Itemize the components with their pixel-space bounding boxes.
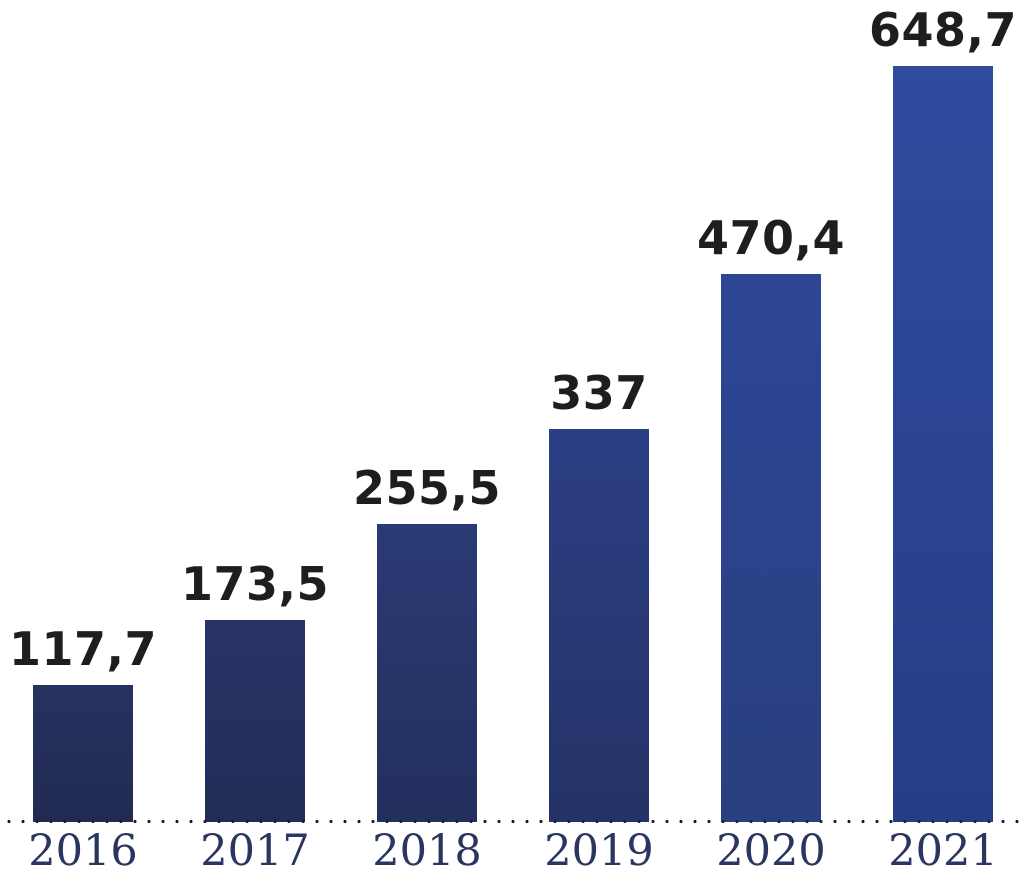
x-axis-label: 2020 (716, 826, 826, 876)
bar-column-2020: 470,4 2020 (685, 0, 857, 883)
bar-value-label: 648,7 (868, 3, 1017, 57)
bar-column-2017: 173,5 2017 (169, 0, 341, 883)
bar-value-label: 117,7 (8, 622, 157, 676)
bar-plot-area: 117,7 (0, 0, 169, 822)
bar-plot-area: 255,5 (341, 0, 513, 822)
bar-plot-area: 470,4 (685, 0, 857, 822)
bar-value-label: 337 (550, 366, 648, 420)
bar-plot-area: 173,5 (169, 0, 341, 822)
bar (721, 274, 821, 822)
bar-plot-area: 648,7 (857, 0, 1024, 822)
bar (33, 685, 133, 822)
x-axis-label: 2018 (372, 826, 482, 876)
x-axis-label: 2016 (28, 826, 138, 876)
bar-column-2021: 648,7 2021 (857, 0, 1024, 883)
bar (205, 620, 305, 822)
x-axis-label: 2021 (888, 826, 998, 876)
x-axis-label: 2019 (544, 826, 654, 876)
bar-column-2018: 255,5 2018 (341, 0, 513, 883)
bar-value-label: 173,5 (180, 557, 329, 611)
x-axis-baseline (0, 819, 1024, 824)
bar-column-2019: 337 2019 (513, 0, 685, 883)
bar (377, 524, 477, 822)
bar-value-label: 470,4 (696, 211, 845, 265)
bar-column-2016: 117,7 2016 (0, 0, 169, 883)
bar (893, 66, 993, 822)
bar (549, 429, 649, 822)
bar-value-label: 255,5 (352, 461, 501, 515)
bar-plot-area: 337 (513, 0, 685, 822)
x-axis-label: 2017 (200, 826, 310, 876)
